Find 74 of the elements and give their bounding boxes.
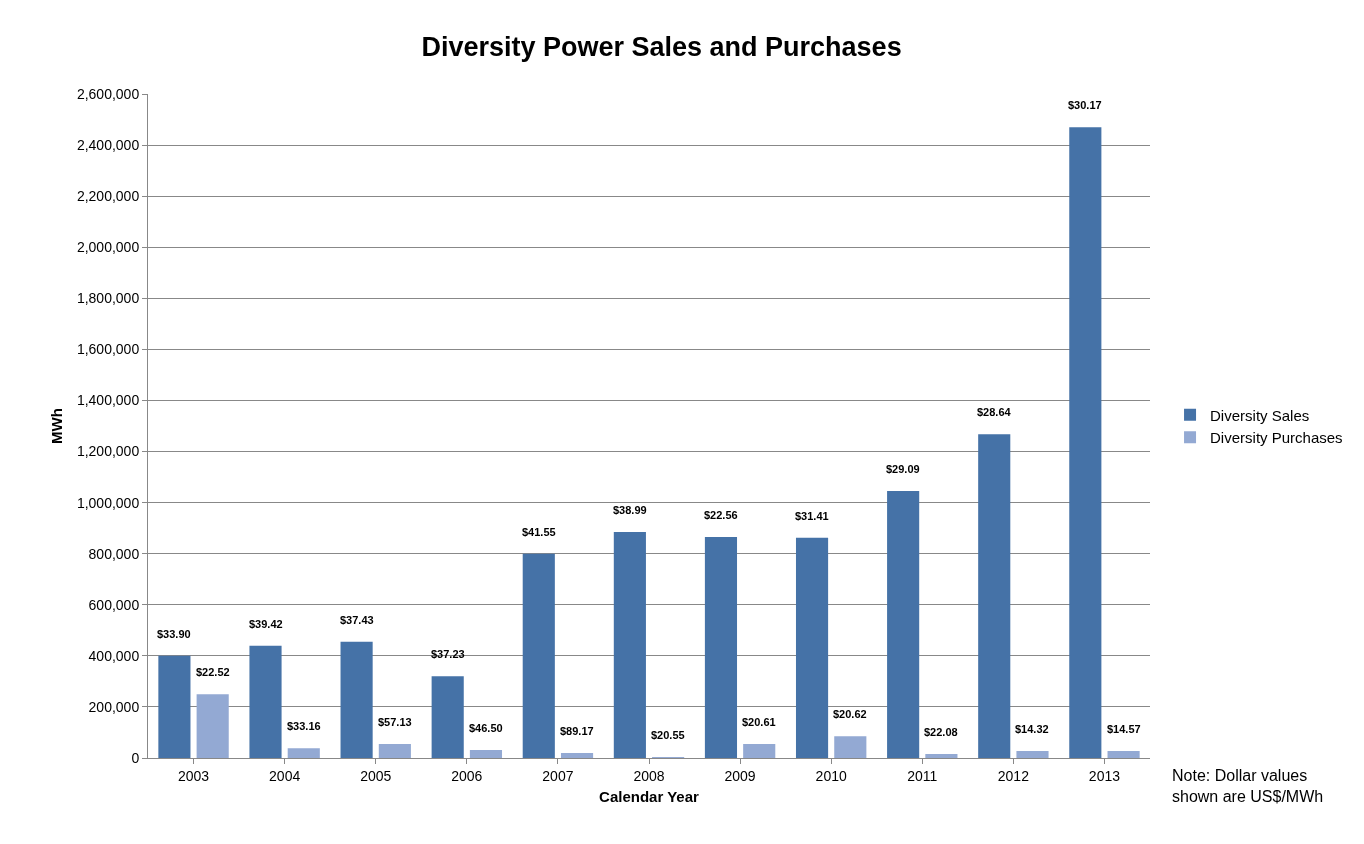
y-tick-label: 2,400,000: [76, 136, 140, 153]
y-tick-label: 600,000: [88, 596, 140, 613]
annotation: $37.43: [340, 614, 374, 626]
annotation: $20.61: [742, 716, 776, 728]
annotation: $14.32: [1015, 723, 1049, 735]
annotation: $22.08: [924, 726, 958, 738]
bar: [431, 676, 464, 758]
annotation: $57.13: [378, 716, 412, 728]
x-tick-label: 2003: [177, 767, 210, 784]
annotation: $20.55: [651, 729, 685, 741]
y-tick-label: 0: [131, 749, 140, 766]
bar: [196, 694, 229, 758]
bar: [743, 743, 776, 758]
bar: [1107, 751, 1140, 758]
x-tick-label: 2010: [815, 767, 847, 784]
x-tick-label: 2004: [269, 767, 301, 784]
annotation: $20.62: [833, 708, 867, 720]
annotation: $28.64: [977, 406, 1012, 418]
bar: [249, 645, 282, 758]
bar: [340, 641, 373, 758]
bar: [834, 736, 867, 758]
x-axis-title: Calendar Year: [599, 787, 700, 805]
y-tick-label: 1,600,000: [76, 341, 140, 358]
chart-title: Diversity Power Sales and Purchases: [421, 31, 902, 62]
y-axis-title: MWh: [48, 408, 66, 444]
bar: [613, 531, 646, 758]
annotation: $46.50: [469, 722, 503, 734]
x-tick-label: 2006: [451, 767, 483, 784]
bar: [1069, 127, 1102, 758]
x-tick-label: 2012: [997, 767, 1030, 784]
legend-label: Diversity Sales: [1210, 406, 1310, 424]
bar: [378, 743, 411, 758]
annotation: $22.52: [196, 666, 230, 678]
bar: [158, 655, 191, 758]
bar: [925, 753, 958, 758]
annotation: $30.17: [1068, 99, 1102, 111]
y-tick-label: 1,200,000: [76, 443, 140, 460]
bar: [887, 491, 920, 758]
x-tick-label: 2005: [360, 767, 392, 784]
annotation: $38.99: [613, 504, 647, 516]
annotation: $89.17: [560, 725, 594, 737]
bar: [1016, 751, 1049, 758]
annotation: $39.42: [249, 618, 283, 630]
y-tick-label: 1,800,000: [76, 290, 140, 307]
bar: [469, 750, 503, 758]
x-tick-label: 2008: [633, 767, 665, 784]
annotation: $41.55: [522, 526, 556, 538]
y-tick-label: 2,600,000: [76, 85, 140, 102]
annotation: $33.16: [287, 720, 321, 732]
text: Note: Dollar values shown are US$/MWh: [1172, 767, 1324, 805]
annotation: $31.41: [795, 510, 829, 522]
annotation: $37.23: [431, 648, 465, 660]
annotation: $14.57: [1107, 723, 1141, 735]
x-tick-label: 2007: [542, 767, 574, 784]
x-tick-label: 2011: [907, 767, 938, 784]
bar: [704, 537, 738, 758]
y-tick-label: 2,000,000: [76, 239, 140, 256]
y-tick-label: 400,000: [88, 647, 140, 664]
y-tick-label: 2,200,000: [76, 188, 140, 205]
annotation: $29.09: [886, 463, 920, 475]
bar: [522, 553, 555, 758]
y-tick-label: 200,000: [88, 698, 140, 715]
y-tick-label: 1,000,000: [76, 494, 140, 511]
x-tick-label: 2013: [1088, 767, 1121, 784]
y-tick-label: 1,400,000: [76, 392, 140, 409]
x-tick-label: 2009: [724, 767, 756, 784]
y-tick-label: 800,000: [88, 545, 140, 562]
bar: [978, 434, 1011, 758]
bar: [287, 748, 320, 758]
bar: [560, 752, 594, 758]
annotation: $22.56: [704, 509, 738, 521]
annotation: $33.90: [157, 628, 191, 640]
bar: [795, 537, 829, 758]
legend-label: Diversity Purchases: [1210, 429, 1343, 447]
